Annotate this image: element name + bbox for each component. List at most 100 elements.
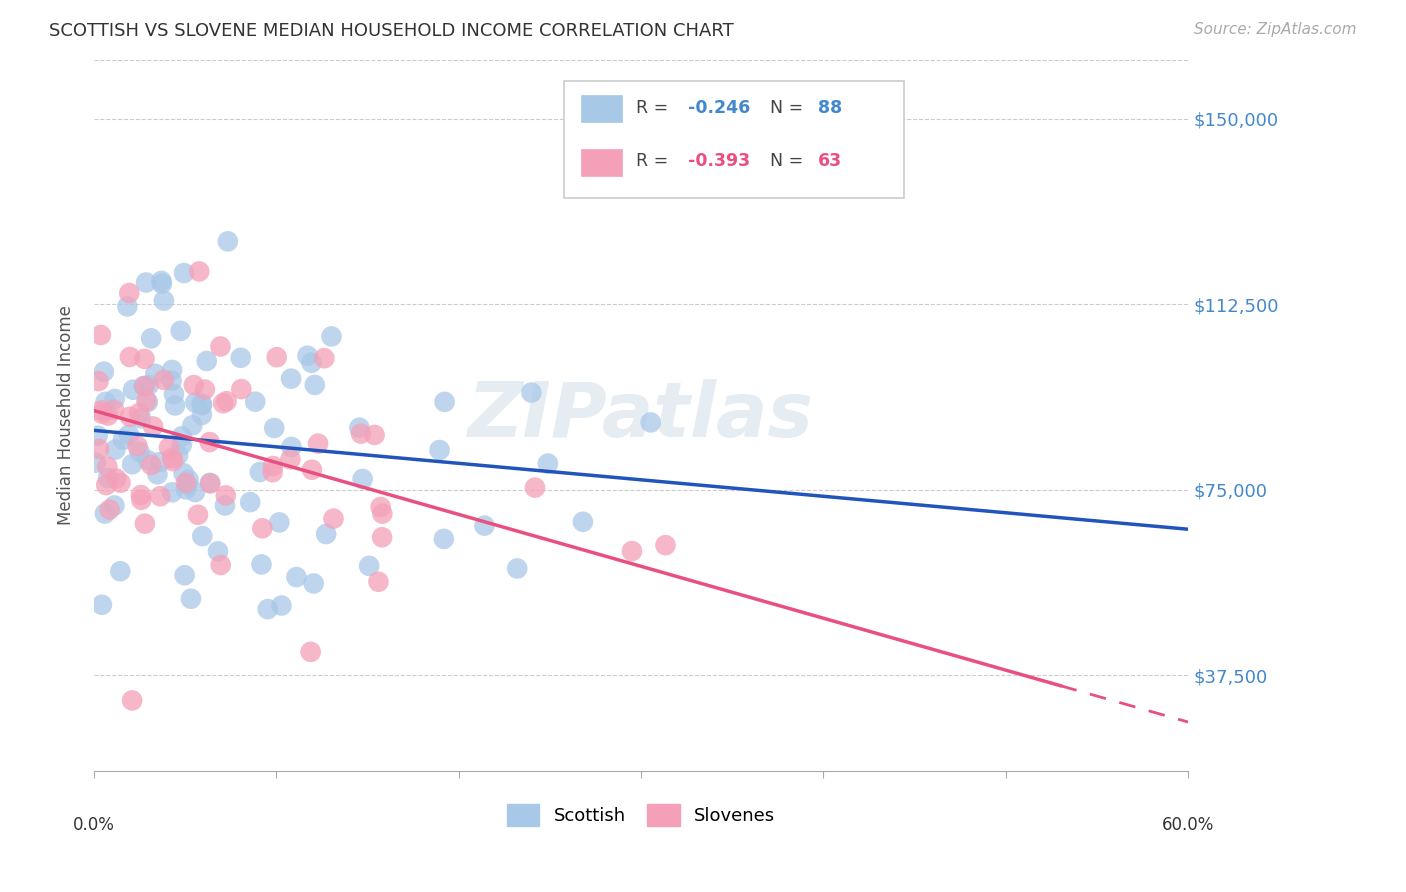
Text: 60.0%: 60.0% bbox=[1161, 816, 1215, 834]
Point bbox=[280, 452, 302, 467]
Point bbox=[177, 473, 200, 487]
Point bbox=[110, 564, 132, 578]
Point bbox=[184, 395, 207, 409]
Point bbox=[654, 538, 676, 552]
Point bbox=[520, 385, 543, 400]
Point bbox=[263, 421, 285, 435]
Point bbox=[169, 324, 191, 338]
Point bbox=[322, 511, 344, 525]
Point bbox=[371, 507, 394, 521]
Point bbox=[167, 448, 190, 462]
Point bbox=[160, 451, 183, 466]
Text: 88: 88 bbox=[818, 99, 842, 117]
Text: SCOTTISH VS SLOVENE MEDIAN HOUSEHOLD INCOME CORRELATION CHART: SCOTTISH VS SLOVENE MEDIAN HOUSEHOLD INC… bbox=[49, 22, 734, 40]
Point bbox=[270, 599, 292, 613]
FancyBboxPatch shape bbox=[564, 81, 904, 198]
Point bbox=[371, 530, 394, 544]
Point bbox=[183, 378, 205, 392]
Point bbox=[301, 356, 323, 370]
Point bbox=[111, 433, 134, 447]
Point bbox=[352, 472, 374, 486]
Point bbox=[94, 395, 117, 409]
Point bbox=[188, 264, 211, 278]
Text: ZIPatlas: ZIPatlas bbox=[468, 378, 814, 452]
Point bbox=[302, 576, 325, 591]
Point bbox=[195, 354, 218, 368]
Point bbox=[129, 488, 152, 502]
Point bbox=[299, 645, 322, 659]
Point bbox=[198, 435, 221, 450]
Point bbox=[370, 500, 392, 514]
Point bbox=[266, 350, 288, 364]
Point bbox=[256, 602, 278, 616]
Point bbox=[93, 365, 115, 379]
Point bbox=[149, 455, 172, 469]
Point bbox=[187, 508, 209, 522]
Point bbox=[524, 481, 547, 495]
Point bbox=[121, 457, 143, 471]
Point bbox=[262, 458, 284, 473]
Point bbox=[212, 396, 235, 410]
Point bbox=[118, 427, 141, 442]
Point bbox=[191, 398, 214, 412]
Point bbox=[297, 349, 319, 363]
Point bbox=[121, 693, 143, 707]
Point bbox=[157, 441, 180, 455]
Point bbox=[307, 436, 329, 450]
Point bbox=[640, 416, 662, 430]
Point bbox=[239, 495, 262, 509]
Point bbox=[250, 558, 273, 572]
Point bbox=[136, 395, 159, 409]
Point bbox=[150, 277, 173, 291]
Point bbox=[207, 544, 229, 558]
Point bbox=[150, 274, 173, 288]
Point bbox=[160, 363, 183, 377]
Point bbox=[209, 558, 232, 572]
Point bbox=[252, 521, 274, 535]
Point bbox=[363, 428, 385, 442]
Point bbox=[97, 409, 120, 423]
Point bbox=[367, 574, 389, 589]
Point bbox=[180, 591, 202, 606]
Text: -0.246: -0.246 bbox=[688, 99, 751, 117]
Text: 63: 63 bbox=[818, 153, 842, 170]
Text: Source: ZipAtlas.com: Source: ZipAtlas.com bbox=[1194, 22, 1357, 37]
Point bbox=[194, 383, 217, 397]
Legend: Scottish, Slovenes: Scottish, Slovenes bbox=[499, 797, 783, 834]
Y-axis label: Median Household Income: Median Household Income bbox=[58, 306, 75, 525]
Point bbox=[152, 373, 174, 387]
Point bbox=[245, 394, 267, 409]
Point bbox=[350, 426, 373, 441]
Point bbox=[87, 442, 110, 456]
Point bbox=[104, 442, 127, 457]
Point bbox=[141, 458, 163, 472]
Point bbox=[86, 428, 108, 442]
Point bbox=[285, 570, 308, 584]
Point bbox=[249, 465, 271, 479]
Point bbox=[84, 456, 107, 470]
Point bbox=[98, 502, 121, 516]
Point bbox=[90, 328, 112, 343]
Point bbox=[209, 339, 232, 353]
Point bbox=[153, 293, 176, 308]
Point bbox=[141, 331, 163, 345]
Text: N =: N = bbox=[770, 99, 808, 117]
Point bbox=[176, 477, 198, 491]
Point bbox=[134, 351, 156, 366]
Text: N =: N = bbox=[770, 153, 808, 170]
Point bbox=[620, 544, 643, 558]
Point bbox=[104, 392, 127, 406]
Point bbox=[433, 394, 456, 409]
Point bbox=[315, 527, 337, 541]
Point bbox=[474, 518, 496, 533]
Point bbox=[105, 471, 128, 485]
Point bbox=[433, 532, 456, 546]
Text: R =: R = bbox=[636, 153, 673, 170]
Point bbox=[231, 382, 253, 396]
Point bbox=[96, 478, 118, 492]
Point bbox=[191, 529, 214, 543]
Text: -0.393: -0.393 bbox=[688, 153, 751, 170]
Point bbox=[280, 372, 302, 386]
Point bbox=[190, 396, 212, 410]
Point bbox=[304, 378, 326, 392]
